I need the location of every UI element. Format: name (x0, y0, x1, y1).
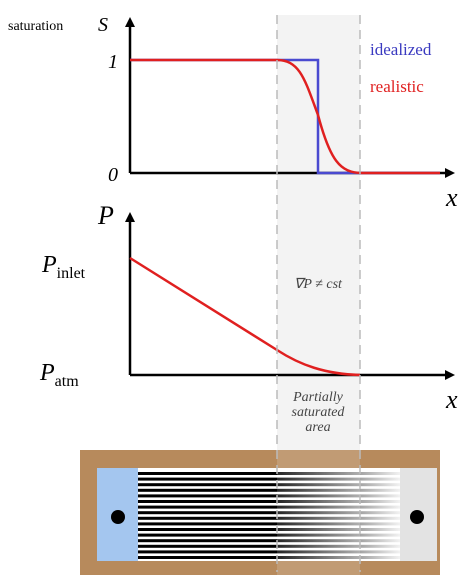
inlet-label: Pinlet (41, 252, 86, 282)
y-label: saturation (8, 19, 63, 34)
legend-entry: idealized (370, 40, 432, 59)
annotation: ∇P ≠ cst (294, 277, 343, 292)
port (111, 510, 125, 524)
figure: saturation S 1 0 x idealized realistic P… (0, 0, 466, 580)
x-symbol: x (445, 385, 458, 414)
x-symbol: x (445, 183, 458, 212)
region-label: area (305, 420, 330, 435)
region-label: Partially (292, 390, 344, 405)
symbol: P (41, 252, 57, 278)
region-overlay (277, 450, 360, 575)
symbol: P (39, 360, 55, 386)
tick-label: 1 (108, 51, 118, 73)
legend-entry: realistic (370, 77, 424, 96)
region-label: saturated (292, 405, 346, 420)
tick-label: 0 (108, 164, 118, 186)
atm-label: Patm (39, 360, 79, 390)
port (410, 510, 424, 524)
y-symbol: P (97, 201, 114, 230)
y-symbol: S (98, 14, 108, 36)
subscript: inlet (57, 265, 86, 282)
subscript: atm (55, 373, 80, 390)
